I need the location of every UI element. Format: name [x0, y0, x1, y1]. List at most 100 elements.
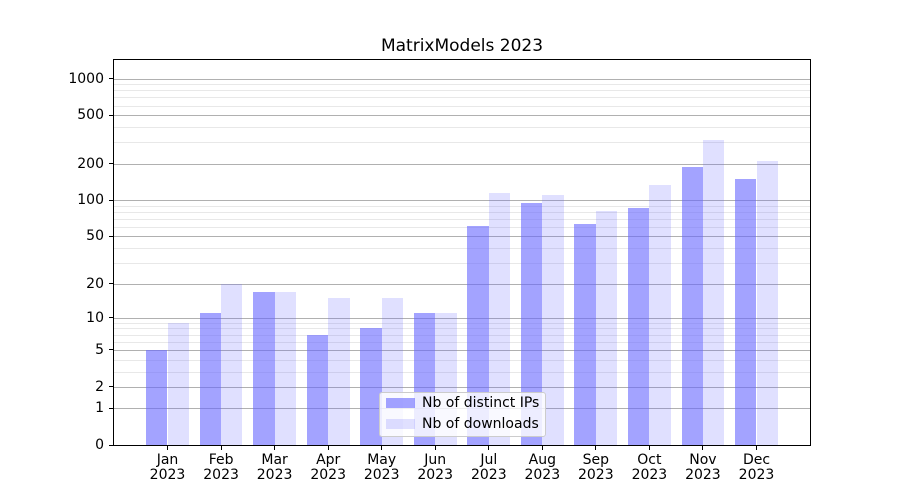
x-tick-label-month: Aug — [528, 452, 556, 468]
y-gridline-major — [114, 115, 810, 117]
y-tick-mark — [109, 407, 113, 409]
x-tick-mark — [167, 446, 168, 450]
legend: Nb of distinct IPs Nb of downloads — [378, 392, 546, 437]
y-tick-mark — [109, 444, 113, 446]
x-tick-mark — [541, 446, 543, 450]
x-tick-label: Jul 2023 — [449, 453, 529, 483]
y-tick-mark — [109, 114, 113, 116]
y-tick-mark — [109, 199, 113, 201]
bar-distinct-ips-apr — [306, 334, 329, 445]
bar-downloads-apr — [328, 297, 350, 445]
x-tick-label-year: 2023 — [524, 467, 561, 483]
bar-distinct-ips-nov — [681, 166, 703, 445]
x-tick-label-month: May — [367, 452, 397, 468]
x-tick-label: Sep 2023 — [556, 453, 636, 483]
y-tick-label: 20 — [86, 275, 104, 292]
x-tick-label-month: Oct — [637, 452, 662, 468]
x-tick-mark — [220, 446, 222, 450]
bar-distinct-ips-dec — [735, 178, 757, 445]
y-gridline-minor — [114, 226, 810, 228]
y-tick-label: 200 — [77, 155, 104, 172]
bar-distinct-ips-mar — [253, 291, 275, 445]
x-tick-mark — [595, 446, 597, 450]
x-tick-mark — [756, 446, 757, 450]
y-tick-mark — [109, 317, 113, 319]
y-tick-label: 100 — [77, 192, 104, 209]
legend-swatch-downloads — [385, 419, 415, 429]
y-gridline-minor — [114, 248, 810, 249]
y-gridline-major — [114, 78, 810, 80]
bar-distinct-ips-jul — [467, 226, 489, 445]
x-tick-label-month: Nov — [689, 452, 717, 468]
bar-downloads-dec — [756, 161, 778, 445]
y-gridline-major — [114, 200, 810, 202]
x-tick-label: Apr 2023 — [288, 453, 368, 483]
y-gridline-minor — [114, 84, 810, 86]
y-tick-mark — [109, 163, 113, 165]
y-gridline-minor — [114, 218, 810, 220]
x-tick-label-year: 2023 — [256, 467, 293, 483]
y-gridline-minor — [114, 328, 810, 330]
legend-swatch-distinct-ips — [385, 398, 415, 408]
y-gridline-minor — [114, 262, 810, 264]
y-tick-label: 1000 — [68, 70, 104, 87]
y-gridline-major — [114, 283, 810, 285]
x-tick-label: Jan 2023 — [128, 453, 208, 483]
x-tick-label-year: 2023 — [577, 467, 614, 483]
y-tick-mark — [109, 235, 113, 237]
bar-distinct-ips-jan — [146, 349, 168, 445]
x-tick-label-month: Mar — [261, 452, 288, 468]
bar-downloads-aug — [542, 195, 564, 445]
x-tick-label-year: 2023 — [203, 467, 239, 483]
bar-downloads-oct — [649, 184, 671, 445]
y-tick-label: 2 — [95, 378, 104, 395]
x-tick-label-year: 2023 — [363, 467, 400, 483]
y-tick-label: 1 — [95, 400, 104, 417]
legend-label-downloads: Nb of downloads — [422, 416, 539, 432]
x-tick-label-month: Jul — [480, 452, 498, 468]
y-gridline-minor — [114, 127, 810, 128]
y-gridline-minor — [114, 211, 810, 213]
y-gridline-minor — [114, 90, 810, 92]
bar-downloads-jul — [488, 192, 511, 445]
legend-entry-downloads: Nb of downloads — [380, 414, 539, 435]
y-tick-mark — [109, 283, 113, 284]
y-gridline-minor — [114, 322, 810, 324]
bar-downloads-jan — [167, 322, 189, 445]
y-tick-label: 0 — [95, 437, 104, 453]
x-tick-label: Jun 2023 — [395, 453, 475, 483]
y-gridline-major — [114, 349, 810, 351]
bar-distinct-ips-sep — [574, 224, 596, 445]
x-tick-label-year: 2023 — [417, 467, 453, 483]
x-tick-label-month: Dec — [742, 452, 771, 468]
x-tick-mark — [702, 446, 704, 450]
y-tick-label: 10 — [86, 309, 104, 326]
y-gridline-minor — [114, 205, 810, 207]
x-tick-label-month: Jan — [156, 452, 179, 468]
x-tick-label: Dec 2023 — [717, 453, 797, 483]
chart-title: MatrixModels 2023 — [380, 36, 544, 56]
y-gridline-minor — [114, 105, 810, 107]
x-tick-label-year: 2023 — [149, 467, 186, 483]
x-tick-mark — [274, 446, 276, 450]
x-tick-label: Aug 2023 — [502, 453, 582, 483]
y-gridline-minor — [114, 359, 810, 361]
y-gridline-minor — [114, 371, 810, 373]
x-tick-label: Feb 2023 — [181, 453, 261, 483]
y-tick-mark — [109, 349, 113, 351]
bar-downloads-feb — [221, 283, 243, 445]
x-tick-label: Nov 2023 — [663, 453, 743, 483]
y-gridline-minor — [114, 142, 810, 144]
y-gridline-minor — [114, 341, 810, 343]
x-tick-label: Mar 2023 — [235, 453, 315, 483]
bar-distinct-ips-may — [360, 328, 382, 445]
y-tick-mark — [109, 386, 113, 388]
x-tick-label-year: 2023 — [631, 467, 668, 483]
x-tick-label-month: Sep — [582, 452, 609, 468]
bar-distinct-ips-feb — [199, 313, 222, 445]
bar-distinct-ips-oct — [628, 207, 650, 445]
bar-downloads-nov — [702, 139, 725, 445]
bar-downloads-sep — [595, 210, 618, 445]
y-tick-label: 500 — [77, 107, 104, 124]
